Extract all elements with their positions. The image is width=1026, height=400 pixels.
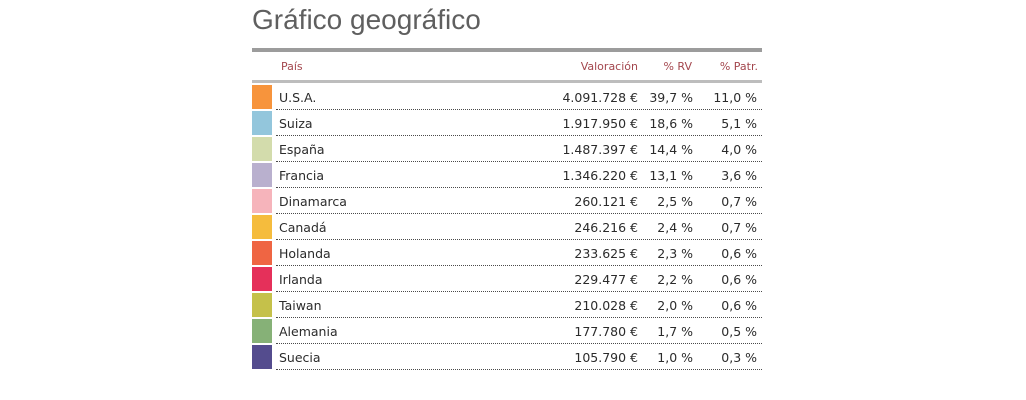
table-row: Alemania 177.780 € 1,7 % 0,5 %: [252, 317, 762, 344]
cell-pct-rv: 2,2 %: [657, 272, 693, 287]
cell-country: Canadá: [279, 220, 327, 235]
table-row: Taiwan 210.028 € 2,0 % 0,6 %: [252, 291, 762, 318]
color-swatch: [252, 111, 272, 135]
table-row: España 1.487.397 € 14,4 % 4,0 %: [252, 135, 762, 162]
cell-pct-rv: 18,6 %: [649, 116, 693, 131]
cell-valuation: 210.028 €: [574, 298, 638, 313]
table-row: U.S.A. 4.091.728 € 39,7 % 11,0 %: [252, 83, 762, 110]
color-swatch: [252, 267, 272, 291]
cell-pct-patr: 0,6 %: [721, 272, 757, 287]
color-swatch: [252, 163, 272, 187]
cell-valuation: 177.780 €: [574, 324, 638, 339]
cell-pct-rv: 2,3 %: [657, 246, 693, 261]
cell-country: Suecia: [279, 350, 321, 365]
table-row: Francia 1.346.220 € 13,1 % 3,6 %: [252, 161, 762, 188]
table-row: Canadá 246.216 € 2,4 % 0,7 %: [252, 213, 762, 240]
cell-country: Taiwan: [279, 298, 322, 313]
geographic-table: País Valoración % RV % Patr. U.S.A. 4.09…: [252, 48, 762, 370]
cell-pct-patr: 0,7 %: [721, 194, 757, 209]
color-swatch: [252, 215, 272, 239]
table-row: Suecia 105.790 € 1,0 % 0,3 %: [252, 343, 762, 370]
header-pct-patr: % Patr.: [719, 60, 758, 73]
cell-country: Suiza: [279, 116, 313, 131]
cell-pct-patr: 5,1 %: [721, 116, 757, 131]
cell-pct-patr: 4,0 %: [721, 142, 757, 157]
table-row: Irlanda 229.477 € 2,2 % 0,6 %: [252, 265, 762, 292]
color-swatch: [252, 293, 272, 317]
cell-pct-patr: 0,6 %: [721, 246, 757, 261]
color-swatch: [252, 189, 272, 213]
color-swatch: [252, 85, 272, 109]
cell-pct-patr: 0,5 %: [721, 324, 757, 339]
cell-pct-rv: 1,0 %: [657, 350, 693, 365]
table-body: U.S.A. 4.091.728 € 39,7 % 11,0 % Suiza 1…: [252, 83, 762, 370]
cell-country: España: [279, 142, 325, 157]
table-header: País Valoración % RV % Patr.: [252, 52, 762, 83]
cell-country: Francia: [279, 168, 325, 183]
cell-country: Holanda: [279, 246, 331, 261]
cell-pct-rv: 2,0 %: [657, 298, 693, 313]
cell-valuation: 233.625 €: [574, 246, 638, 261]
cell-valuation: 1.346.220 €: [562, 168, 638, 183]
cell-pct-rv: 2,5 %: [657, 194, 693, 209]
cell-valuation: 105.790 €: [574, 350, 638, 365]
cell-pct-patr: 0,3 %: [721, 350, 757, 365]
color-swatch: [252, 241, 272, 265]
table-top-rule: [252, 48, 762, 52]
table-row: Dinamarca 260.121 € 2,5 % 0,7 %: [252, 187, 762, 214]
cell-country: U.S.A.: [279, 90, 317, 105]
cell-pct-rv: 14,4 %: [649, 142, 693, 157]
cell-valuation: 260.121 €: [574, 194, 638, 209]
cell-country: Irlanda: [279, 272, 323, 287]
cell-country: Alemania: [279, 324, 338, 339]
cell-pct-rv: 39,7 %: [649, 90, 693, 105]
cell-valuation: 246.216 €: [574, 220, 638, 235]
cell-pct-rv: 1,7 %: [657, 324, 693, 339]
color-swatch: [252, 137, 272, 161]
cell-pct-patr: 0,7 %: [721, 220, 757, 235]
table-row: Holanda 233.625 € 2,3 % 0,6 %: [252, 239, 762, 266]
header-valuation: Valoración: [580, 60, 638, 73]
header-country: País: [281, 60, 303, 73]
header-pct-rv: % RV: [663, 60, 692, 73]
cell-valuation: 1.487.397 €: [562, 142, 638, 157]
cell-country: Dinamarca: [279, 194, 347, 209]
cell-pct-rv: 13,1 %: [649, 168, 693, 183]
cell-valuation: 1.917.950 €: [562, 116, 638, 131]
cell-pct-patr: 11,0 %: [713, 90, 757, 105]
cell-valuation: 229.477 €: [574, 272, 638, 287]
cell-pct-rv: 2,4 %: [657, 220, 693, 235]
color-swatch: [252, 345, 272, 369]
cell-pct-patr: 3,6 %: [721, 168, 757, 183]
table-row: Suiza 1.917.950 € 18,6 % 5,1 %: [252, 109, 762, 136]
color-swatch: [252, 319, 272, 343]
cell-valuation: 4.091.728 €: [562, 90, 638, 105]
page-title: Gráfico geográfico: [252, 4, 481, 35]
cell-pct-patr: 0,6 %: [721, 298, 757, 313]
